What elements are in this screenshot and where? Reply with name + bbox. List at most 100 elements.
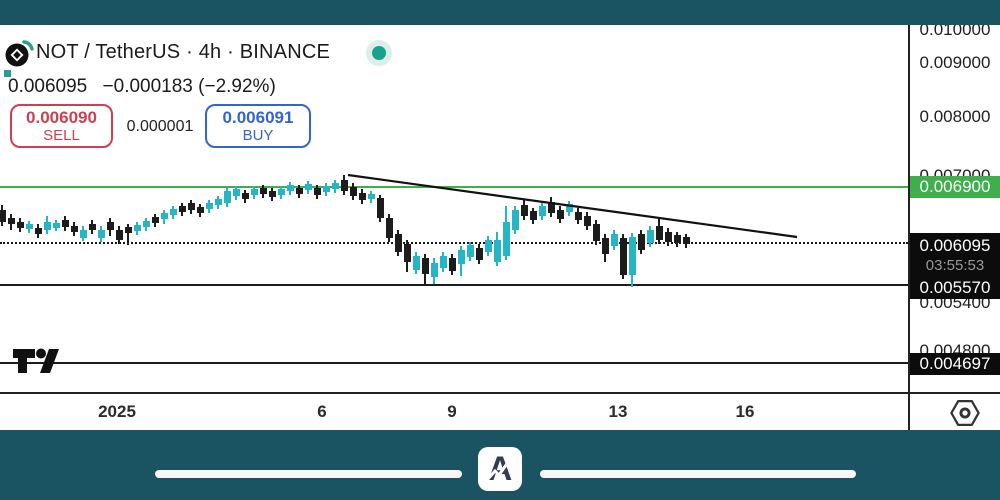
market-status-dot[interactable] <box>366 40 392 66</box>
candle <box>61 220 69 227</box>
candle <box>556 210 564 219</box>
candle <box>52 223 60 228</box>
candle <box>538 206 546 216</box>
candle <box>421 258 429 274</box>
app-badge-letter: A <box>487 450 513 488</box>
buy-label: BUY <box>242 127 274 145</box>
candle <box>313 188 321 195</box>
bar-countdown: 03:55:53 <box>925 257 985 274</box>
candle <box>511 210 519 230</box>
candle <box>169 209 177 215</box>
candle <box>502 222 510 256</box>
buy-button[interactable]: 0.006091 BUY <box>205 104 311 148</box>
candle <box>637 234 645 250</box>
candle <box>25 224 33 229</box>
candle <box>466 245 474 257</box>
candle <box>376 198 384 218</box>
candle <box>412 256 420 270</box>
price-line-0.004697[interactable] <box>0 362 908 364</box>
candle <box>439 256 447 268</box>
candle <box>493 240 501 262</box>
candle <box>619 238 627 275</box>
candle <box>304 184 312 190</box>
last-price: 0.006095 <box>8 76 88 97</box>
candle <box>79 230 87 238</box>
candle <box>232 189 240 196</box>
candle <box>106 222 114 230</box>
candle <box>88 224 96 230</box>
price-change: −0.000183 (−2.92%) <box>102 76 276 97</box>
candle <box>331 183 339 189</box>
price-line-0.005570[interactable] <box>0 284 908 286</box>
chart-canvas[interactable] <box>0 0 908 392</box>
app-badge-arrow-icon <box>485 455 514 481</box>
candle <box>259 188 267 194</box>
candle <box>682 237 690 244</box>
candle <box>673 235 681 243</box>
x-axis-tick: 13 <box>608 402 628 421</box>
candle <box>241 193 249 199</box>
last-price-value: 0.006095 <box>919 236 991 255</box>
candle <box>628 237 636 275</box>
candle <box>187 203 195 210</box>
candle <box>295 188 303 194</box>
nav-pill-right <box>540 470 856 478</box>
candle <box>43 222 51 230</box>
candle <box>16 222 24 228</box>
candle <box>250 189 258 195</box>
candle <box>601 238 609 254</box>
candle <box>0 210 6 222</box>
candle <box>349 187 357 196</box>
candle <box>142 221 150 227</box>
candle <box>484 240 492 252</box>
candle <box>286 185 294 191</box>
candle <box>358 193 366 200</box>
candle <box>268 191 276 197</box>
candle <box>124 227 132 233</box>
candle <box>547 202 555 213</box>
trendline[interactable] <box>0 0 908 392</box>
candle <box>646 230 654 243</box>
x-axis-tick: 9 <box>447 402 457 421</box>
candle <box>394 234 402 252</box>
candle <box>214 199 222 205</box>
price-line-0.006900[interactable] <box>0 186 908 188</box>
app-badge[interactable]: A <box>478 447 522 491</box>
teal-marker <box>4 70 11 77</box>
candle <box>196 207 204 213</box>
x-axis-tick: 16 <box>735 402 755 421</box>
candle <box>385 218 393 238</box>
candle <box>529 211 537 220</box>
tradingview-logo[interactable] <box>12 346 60 376</box>
price-level-label: 0.005570 <box>910 277 1000 299</box>
price-line-0.006095[interactable] <box>0 242 908 244</box>
x-axis-tick: 2025 <box>98 402 136 421</box>
candle <box>277 189 285 195</box>
price-level-label: 0.004697 <box>910 353 1000 375</box>
candle <box>457 250 465 264</box>
candle <box>133 225 141 231</box>
price-row: 0.006095 −0.000183 (−2.92%) <box>8 76 276 98</box>
candle <box>340 180 348 191</box>
candle <box>664 232 672 242</box>
candle <box>403 244 411 262</box>
candle <box>520 205 528 216</box>
symbol-title[interactable]: NOT / TetherUS · 4h · BINANCE <box>36 41 331 63</box>
candle <box>70 226 78 232</box>
candle <box>160 213 168 219</box>
settings-gear-icon[interactable] <box>948 398 982 428</box>
notcoin-symbol-icon[interactable] <box>5 40 35 68</box>
top-status-bar <box>0 0 1000 25</box>
candle <box>448 258 456 271</box>
nav-pill-left <box>155 470 462 478</box>
sell-price: 0.006090 <box>26 107 97 127</box>
sell-button[interactable]: 0.006090 SELL <box>10 104 113 148</box>
candle <box>151 217 159 223</box>
time-axis[interactable]: 2025 6 9 13 16 <box>0 392 1000 432</box>
spread-value: 0.000001 <box>126 118 194 135</box>
last-price-label: 0.006095 03:55:53 <box>910 233 1000 277</box>
price-axis[interactable]: 0.0100000.0090000.0080000.0070000.005400… <box>908 20 1000 392</box>
candle <box>475 248 483 260</box>
candle <box>592 224 600 241</box>
